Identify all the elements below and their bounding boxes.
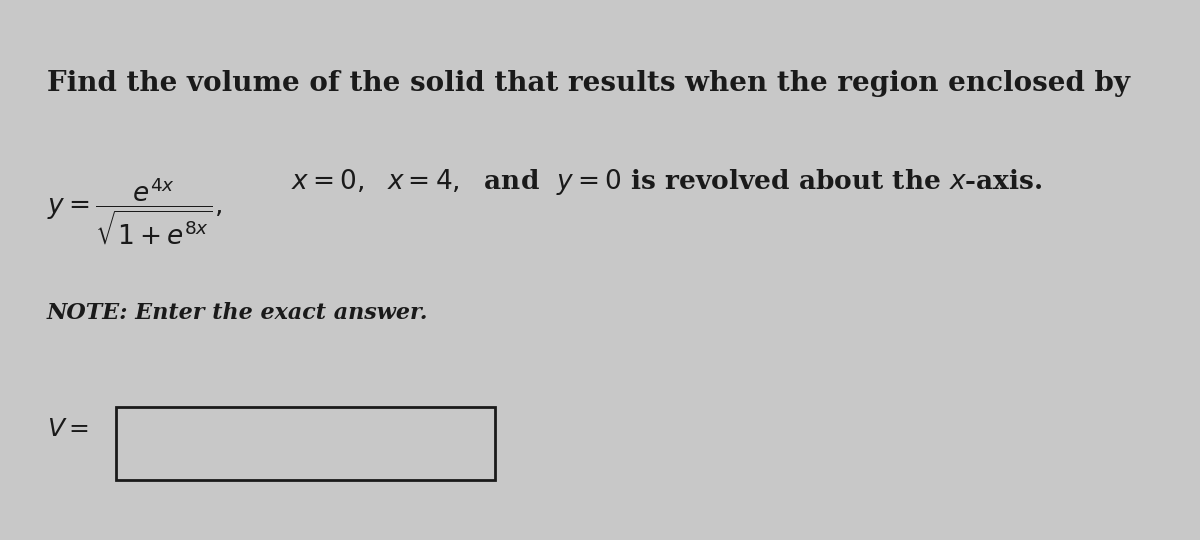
Text: $V =$: $V =$	[47, 417, 89, 441]
FancyBboxPatch shape	[116, 407, 494, 481]
Text: Find the volume of the solid that results when the region enclosed by: Find the volume of the solid that result…	[47, 70, 1129, 97]
Text: $x = 0,\ \ x = 4,$  and  $y = 0$ is revolved about the $x$-axis.: $x = 0,\ \ x = 4,$ and $y = 0$ is revolv…	[290, 167, 1042, 198]
Text: NOTE: Enter the exact answer.: NOTE: Enter the exact answer.	[47, 301, 428, 323]
Text: $y = \dfrac{e^{4x}}{\sqrt{1+e^{8x}}},$: $y = \dfrac{e^{4x}}{\sqrt{1+e^{8x}}},$	[47, 176, 222, 247]
